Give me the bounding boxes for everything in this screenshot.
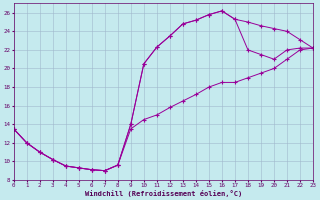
X-axis label: Windchill (Refroidissement éolien,°C): Windchill (Refroidissement éolien,°C) xyxy=(85,190,242,197)
